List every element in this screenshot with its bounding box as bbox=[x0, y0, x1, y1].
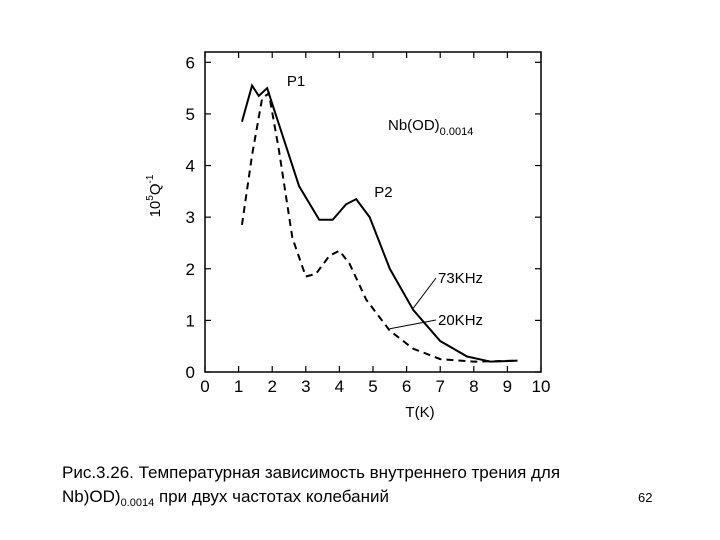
y-label-part: Q bbox=[147, 183, 164, 195]
leader-line bbox=[412, 277, 437, 309]
caption-line1: Рис.3.26. Температурная зависимость внут… bbox=[62, 463, 560, 482]
caption-text: Nb)OD) bbox=[62, 487, 121, 506]
x-tick-label: 4 bbox=[335, 377, 344, 396]
y-tick-label: 6 bbox=[186, 53, 195, 72]
y-label-part: 10 bbox=[147, 201, 164, 218]
peak-label: P2 bbox=[374, 184, 392, 201]
x-tick-label: 7 bbox=[435, 377, 444, 396]
plot-frame bbox=[204, 51, 542, 373]
x-tick-label: 8 bbox=[469, 377, 478, 396]
y-tick-label: 3 bbox=[186, 208, 195, 227]
caption-text: при двух частотах колебаний bbox=[154, 487, 389, 506]
y-tick-label: 1 bbox=[186, 311, 195, 330]
x-tick-label: 2 bbox=[267, 377, 276, 396]
y-label-part: 5 bbox=[145, 195, 156, 201]
formula-sub: 0.0014 bbox=[440, 126, 474, 138]
formula-text: Nb(OD) bbox=[388, 117, 440, 134]
series-line bbox=[240, 91, 518, 363]
series-line bbox=[240, 83, 518, 363]
caption-sub: 0.0014 bbox=[121, 497, 155, 509]
x-axis-label: T(K) bbox=[405, 404, 434, 421]
peak-label: P1 bbox=[287, 73, 305, 90]
x-tick-label: 5 bbox=[368, 377, 377, 396]
y-label-part: -1 bbox=[145, 174, 156, 183]
x-tick-label: 9 bbox=[503, 377, 512, 396]
x-tick-label: 0 bbox=[200, 377, 209, 396]
x-tick-label: 1 bbox=[234, 377, 243, 396]
y-tick-label: 2 bbox=[186, 260, 195, 279]
page-number: 62 bbox=[638, 490, 652, 505]
y-tick-label: 0 bbox=[186, 363, 195, 382]
y-tick-label: 5 bbox=[186, 105, 195, 124]
leader-line bbox=[389, 319, 437, 330]
y-tick-label: 4 bbox=[186, 157, 195, 176]
legend-label: 20KHz bbox=[438, 312, 483, 329]
y-axis-label: 105Q-1 bbox=[145, 174, 164, 217]
caption-line2: Nb)OD)0.0014 при двух частотах колебаний bbox=[62, 487, 389, 509]
x-tick-label: 6 bbox=[402, 377, 411, 396]
legend-label: 73KHz bbox=[438, 270, 483, 287]
x-tick-label: 10 bbox=[532, 377, 551, 396]
formula: Nb(OD)0.0014 bbox=[388, 117, 473, 138]
x-tick-label: 3 bbox=[301, 377, 310, 396]
